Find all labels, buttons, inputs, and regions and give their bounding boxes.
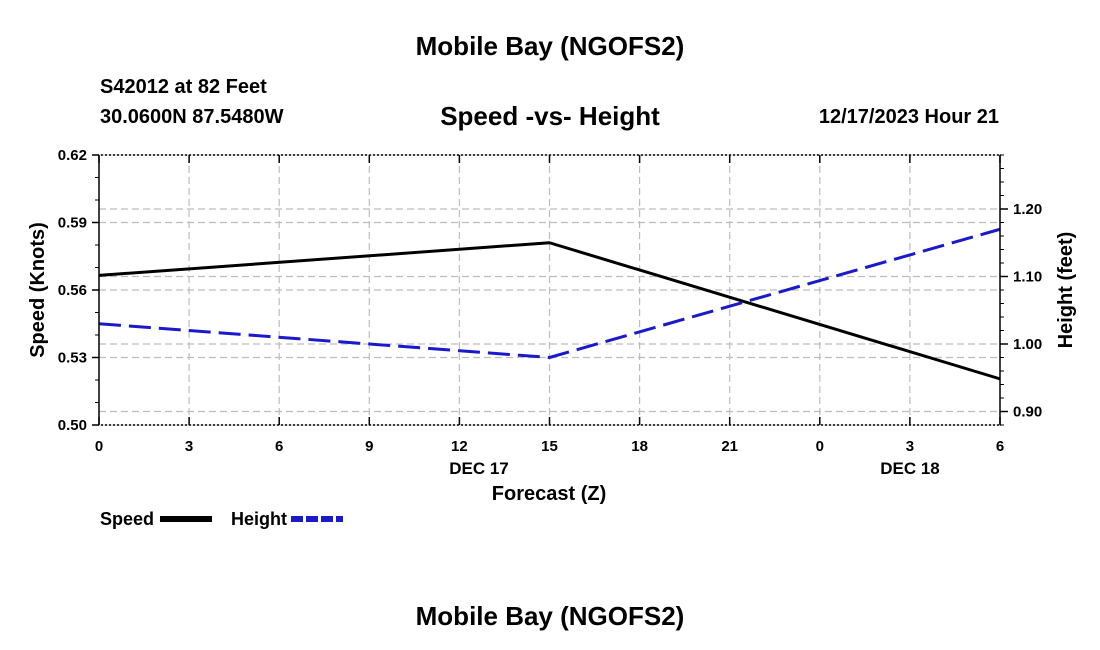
forecast-datetime: 12/17/2023 Hour 21 [818, 106, 999, 128]
x-tick-label: 18 [631, 438, 648, 455]
legend-speed-swatch [160, 516, 212, 522]
x-tick-label: 3 [185, 438, 193, 455]
y-tick-label: 0.62 [58, 147, 87, 164]
y-tick-label: 0.50 [58, 417, 87, 434]
legend-height-swatch [291, 516, 343, 522]
x-tick-label: 12 [451, 438, 468, 455]
x-tick-label: 9 [365, 438, 373, 455]
y2-tick-label: 0.90 [1013, 404, 1042, 421]
chart-main-title: Mobile Bay (NGOFS2) [415, 31, 685, 61]
series-line-height [98, 227, 1001, 359]
y-tick-label: 0.53 [58, 350, 87, 367]
x-axis-label: Forecast (Z) [492, 483, 606, 505]
y2-tick-label: 1.20 [1013, 201, 1042, 218]
series-line-speed [98, 241, 1001, 381]
x-tick-label: 15 [541, 438, 558, 455]
y-tick-label: 0.56 [58, 282, 87, 299]
grid-lines [99, 155, 1000, 425]
legend-speed-label: Speed [100, 509, 155, 529]
x-tick-label: 0 [816, 438, 824, 455]
y2-tick-label: 1.00 [1013, 336, 1042, 353]
y-axis-label: Speed (Knots) [27, 222, 49, 358]
y-tick-label: 0.59 [58, 215, 87, 232]
x-tick-label: 6 [996, 438, 1004, 455]
x-tick-label: 6 [275, 438, 283, 455]
footer-title: Mobile Bay (NGOFS2) [415, 601, 685, 631]
station-coordinates: 30.0600N 87.5480W [100, 106, 284, 128]
y2-axis-label: Height (feet) [1055, 232, 1077, 349]
x-date-label-dec18: DEC 18 [880, 459, 940, 478]
chart-subtitle: Speed -vs- Height [440, 101, 660, 131]
axes: 0 3 6 9 12 15 18 21 0 3 6 0.50 0.53 0.56 0.59 0.62 0.90 1… [58, 147, 1042, 455]
x-tick-label: 21 [721, 438, 738, 455]
data-series [98, 227, 1001, 381]
x-tick-label: 3 [906, 438, 914, 455]
x-tick-label: 0 [95, 438, 103, 455]
x-date-label-dec17: DEC 17 [449, 459, 509, 478]
y2-tick-label: 1.10 [1013, 269, 1042, 286]
station-label: S42012 at 82 Feet [100, 76, 267, 98]
legend-height-label: Height [231, 509, 287, 529]
